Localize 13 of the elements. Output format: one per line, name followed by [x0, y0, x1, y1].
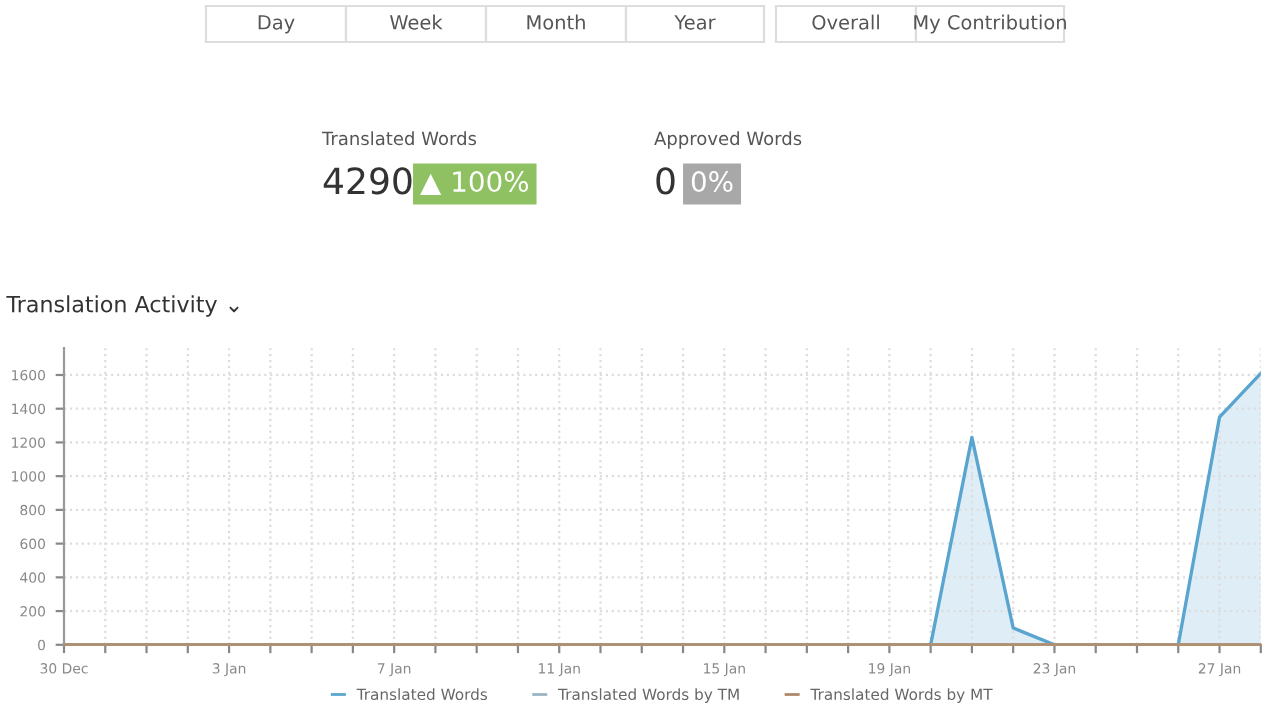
text: Year: [674, 15, 716, 30]
text: ▲ 100%: [420, 171, 529, 196]
text: Day: [258, 15, 295, 34]
text: 0%: [691, 171, 733, 193]
text: Month: [527, 14, 585, 30]
text: 4290: [323, 167, 412, 195]
text: Translated Words: [321, 131, 477, 146]
text: Overall: [812, 14, 879, 30]
text: Approved Words: [654, 131, 802, 149]
text: 0: [656, 167, 675, 195]
text: My Contribution: [914, 14, 1066, 34]
text: Week: [390, 14, 443, 30]
chart-title: Translation Activity ⌄: [6, 295, 239, 317]
